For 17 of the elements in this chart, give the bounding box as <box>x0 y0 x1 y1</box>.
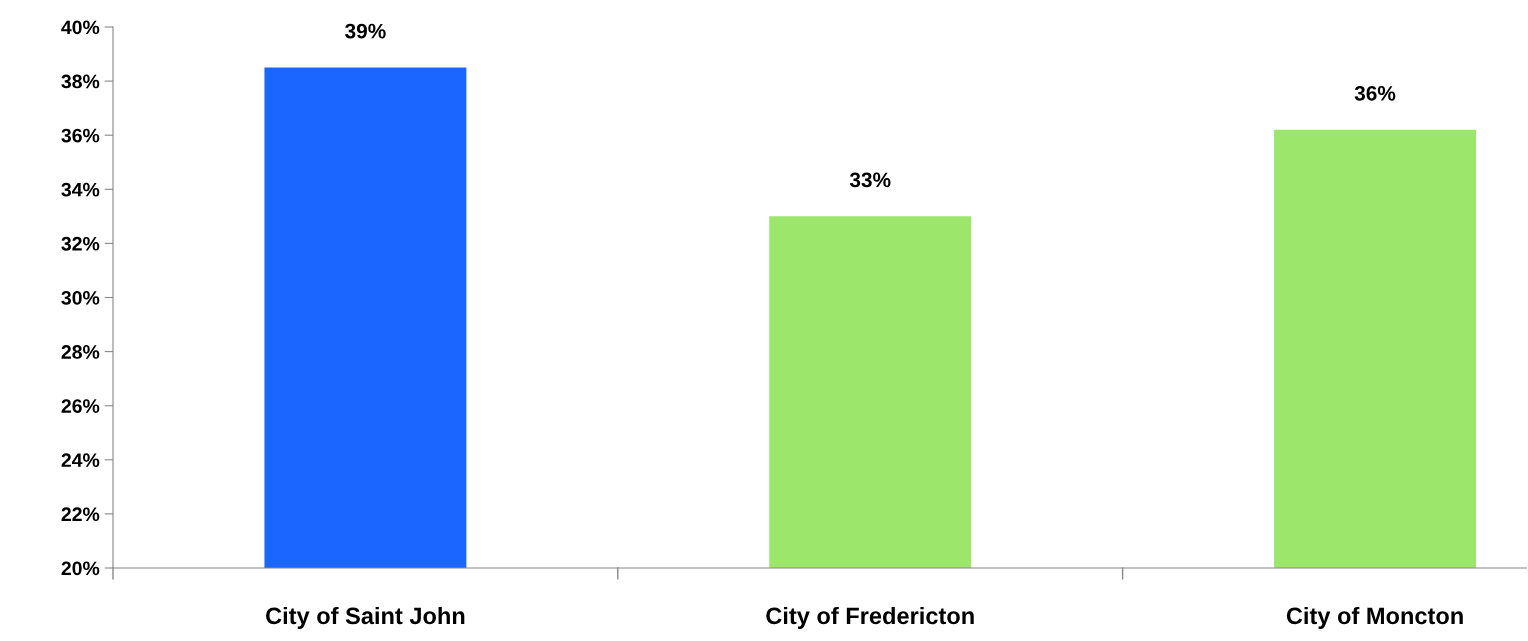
y-tick-label: 22% <box>61 507 100 522</box>
y-tick-label: 28% <box>61 345 100 359</box>
y-tick-label: 38% <box>61 74 100 89</box>
data-label: 39% <box>345 23 386 39</box>
y-tick-label: 20% <box>61 561 100 576</box>
y-tick-label: 40% <box>61 20 100 35</box>
y-tick-label: 26% <box>61 399 100 413</box>
x-tick-label: City of Moncton <box>1286 606 1463 629</box>
y-tick-label: 36% <box>61 128 100 143</box>
x-tick-label: City of Saint John <box>266 606 465 629</box>
y-tick-label: 34% <box>61 182 100 197</box>
data-label: 33% <box>849 172 891 188</box>
data-label: 36% <box>1354 85 1396 101</box>
x-tick-label: City of Fredericton <box>766 606 974 629</box>
y-tick-label: 30% <box>61 290 100 305</box>
y-tick-label: 32% <box>61 236 100 251</box>
y-tick-label: 24% <box>61 453 100 467</box>
